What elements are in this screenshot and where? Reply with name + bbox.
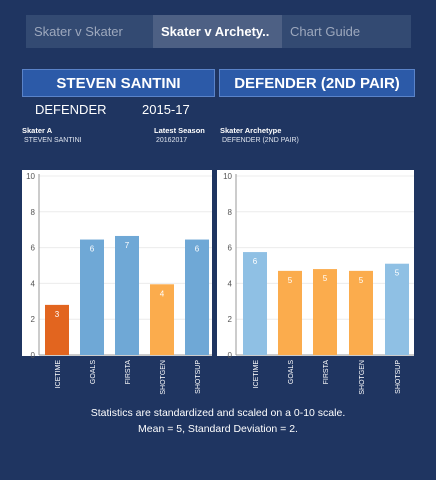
y-tick-label: 8 <box>31 208 36 217</box>
y-tick-label: 6 <box>31 244 36 253</box>
y-tick-label: 8 <box>228 208 233 217</box>
data-label: 6 <box>253 257 258 266</box>
y-tick-label: 2 <box>31 315 36 324</box>
bar-shotsup <box>185 239 209 355</box>
x-tick-label: SHOTGEN <box>359 360 366 395</box>
data-label: 6 <box>90 245 95 254</box>
y-tick-label: 10 <box>26 172 35 181</box>
data-label: 3 <box>55 310 60 319</box>
x-tick-label: ICETIME <box>55 360 62 389</box>
y-tick-label: 0 <box>228 351 233 360</box>
y-tick-label: 4 <box>31 279 36 288</box>
x-tick-label: SHOTGEN <box>160 360 167 395</box>
data-label: 6 <box>195 245 200 254</box>
data-label: 5 <box>288 276 293 285</box>
x-tick-label: FIRSTA <box>125 360 132 385</box>
x-tick-label: GOALS <box>288 360 295 384</box>
data-label: 5 <box>359 276 364 285</box>
data-label: 7 <box>125 241 130 250</box>
footer-note-line2: Mean = 5, Standard Deviation = 2. <box>138 423 298 435</box>
bar-firsta <box>313 269 337 355</box>
latest-season-value[interactable]: 20162017 <box>156 137 188 144</box>
skater-archetype-value[interactable]: DEFENDER (2ND PAIR) <box>222 137 299 144</box>
bar-icetime <box>45 304 69 355</box>
y-tick-label: 6 <box>228 244 233 253</box>
x-tick-label: SHOTSUP <box>195 360 202 394</box>
y-tick-label: 0 <box>31 351 36 360</box>
skater-a-label: Skater A <box>22 126 53 135</box>
bar-shotsup <box>385 263 409 355</box>
skater-name-banner: STEVEN SANTINI <box>22 69 215 97</box>
x-tick-label: GOALS <box>90 360 97 384</box>
y-tick-label: 10 <box>223 172 232 181</box>
skater-archetype-label: Skater Archetype <box>220 126 282 135</box>
bar-goals <box>278 270 302 355</box>
tab-skater-v-skater[interactable]: Skater v Skater <box>26 15 153 48</box>
skater-a-value[interactable]: STEVEN SANTINI <box>24 137 82 144</box>
x-tick-label: SHOTSUP <box>395 360 402 394</box>
data-label: 5 <box>395 269 400 278</box>
x-tick-label: ICETIME <box>253 360 260 389</box>
position-text: DEFENDER <box>35 102 107 117</box>
bar-shotgen <box>150 284 174 355</box>
bar-firsta <box>115 235 139 355</box>
data-label: 5 <box>323 274 328 283</box>
season-range-text: 2015-17 <box>142 102 190 117</box>
tab-chart-guide[interactable]: Chart Guide <box>282 15 411 48</box>
archetype-banner: DEFENDER (2ND PAIR) <box>219 69 415 97</box>
y-tick-label: 2 <box>228 315 233 324</box>
footer-note-line1: Statistics are standardized and scaled o… <box>90 407 346 419</box>
data-label: 4 <box>160 289 165 298</box>
bar-shotgen <box>349 270 373 355</box>
tab-bar: Skater v Skater Skater v Archety.. Chart… <box>26 15 411 48</box>
y-tick-label: 4 <box>228 279 233 288</box>
tab-skater-v-archetype[interactable]: Skater v Archety.. <box>153 15 282 48</box>
latest-season-label: Latest Season <box>154 126 205 135</box>
bar-goals <box>80 239 104 355</box>
bar-icetime <box>243 252 267 355</box>
x-tick-label: FIRSTA <box>323 360 330 385</box>
